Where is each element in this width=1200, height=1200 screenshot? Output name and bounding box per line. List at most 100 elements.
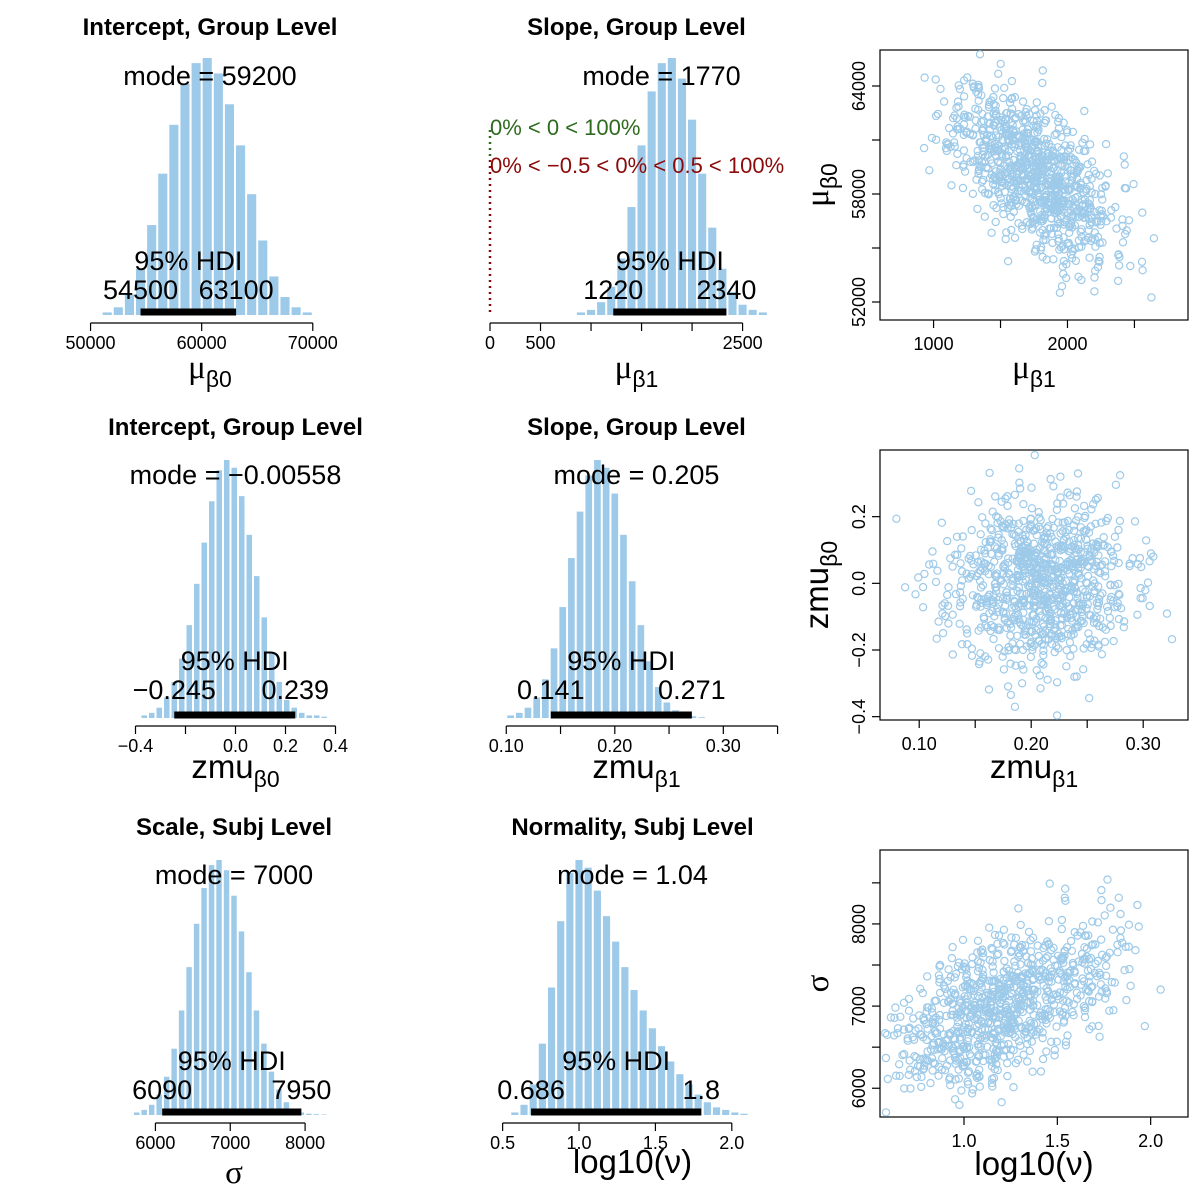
x-tick-label: 8000: [285, 1133, 325, 1153]
scatter-point: [1156, 985, 1165, 994]
scatter-point: [1089, 565, 1099, 574]
scatter-point: [1103, 875, 1112, 884]
scatter-point: [1091, 189, 1100, 199]
scatter-point: [1026, 936, 1035, 945]
scatter-point: [1064, 525, 1073, 535]
scatter-point: [1079, 1002, 1089, 1011]
histogram-bar: [688, 119, 697, 316]
scatter-point: [1009, 207, 1019, 217]
scatter-point: [1042, 593, 1052, 602]
scatter-point: [979, 1050, 988, 1059]
scatter-point: [985, 119, 994, 128]
scatter-point: [1020, 941, 1030, 950]
scatter-point: [1081, 535, 1091, 545]
scatter-point: [998, 652, 1007, 661]
scatter-point: [1059, 564, 1069, 573]
scatter-point: [948, 1044, 957, 1053]
histogram-bar: [630, 990, 638, 1115]
scatter-point: [950, 990, 959, 1000]
histogram-bar: [585, 475, 593, 718]
histogram-bar: [637, 625, 645, 718]
scatter-point: [1009, 1082, 1018, 1092]
scatter-point: [904, 994, 914, 1004]
scatter-point: [1064, 998, 1073, 1007]
scatter-point: [1047, 102, 1056, 111]
scatter-point: [1020, 137, 1029, 147]
scatter-point: [1010, 490, 1020, 499]
scatter-point: [1070, 181, 1079, 190]
scatter-point: [968, 79, 978, 88]
scatter-point: [1013, 1055, 1023, 1065]
scatter-point: [971, 104, 980, 114]
scatter-point: [1007, 104, 1017, 114]
scatter-point: [981, 538, 990, 547]
scatter-point: [1043, 952, 1052, 961]
scatter-point: [977, 595, 986, 604]
scatter-point: [1093, 918, 1103, 927]
x-tick-label: 1.0: [951, 1131, 976, 1151]
histogram-bar: [291, 307, 301, 315]
chart-title: Slope, Group Level: [527, 414, 746, 441]
scatter-point: [929, 559, 938, 569]
scatter-point: [973, 957, 983, 966]
scatter-point: [1110, 581, 1119, 590]
scatter-point: [911, 590, 920, 599]
scatter-point: [1052, 711, 1062, 720]
scatter-point: [1038, 1033, 1047, 1043]
scatter-point: [977, 177, 987, 186]
scatter-point: [989, 1011, 998, 1020]
scatter-point: [1079, 146, 1089, 156]
scatter-point: [962, 1057, 972, 1067]
scatter-point: [1087, 505, 1096, 514]
scatter-point: [1010, 162, 1019, 171]
scatter-point: [1038, 619, 1048, 628]
histogram-bar: [718, 268, 727, 315]
scatter-point: [1074, 243, 1084, 252]
scatter-point: [1028, 1067, 1037, 1076]
mode-label: mode = 7000: [155, 860, 313, 890]
scatter-point: [985, 590, 994, 599]
scatter-point: [1023, 128, 1033, 138]
scatter-point: [1101, 961, 1111, 971]
chart-title: Normality, Subj Level: [511, 814, 753, 841]
scatter-point: [1100, 911, 1109, 920]
scatter-point: [1007, 76, 1017, 86]
scatter-point: [1080, 511, 1090, 521]
scatter-point: [1016, 996, 1025, 1005]
scatter-point: [991, 186, 1000, 195]
scatter-point: [991, 101, 1000, 110]
scatter-point: [890, 1013, 899, 1023]
scatter-point: [1011, 531, 1021, 541]
scatter-point: [1039, 943, 1048, 953]
scatter-point: [976, 530, 985, 539]
scatter-point: [1032, 549, 1041, 558]
histogram-bar: [576, 312, 585, 315]
histogram-bar: [224, 104, 234, 315]
scatter-point: [1136, 562, 1146, 572]
scatter-point: [1002, 593, 1012, 603]
y-tick-label: 58000: [849, 169, 869, 219]
scatter-point: [993, 625, 1003, 635]
scatter-point: [1059, 1016, 1069, 1025]
x-axis-label: μβ1: [1012, 350, 1056, 392]
scatter-point: [1089, 589, 1099, 598]
scatter-point: [1022, 1057, 1032, 1066]
scatter-point: [1018, 571, 1027, 581]
scatter-point: [1080, 106, 1089, 116]
scatter-point: [1060, 893, 1070, 903]
scatter-point: [991, 976, 1000, 985]
histogram-bar: [667, 58, 676, 315]
scatter-point: [960, 959, 969, 968]
scatter-point: [1056, 600, 1065, 610]
scatter-point: [964, 1067, 974, 1076]
scatter-point: [923, 1003, 932, 1012]
scatter-point: [1035, 606, 1044, 616]
scatter-point: [993, 939, 1002, 949]
scatter-point: [992, 1060, 1001, 1069]
scatter-point: [1052, 1022, 1061, 1031]
scatter-point: [1072, 545, 1081, 554]
scatter-point: [1090, 968, 1099, 978]
scatter-point: [1101, 182, 1110, 191]
scatter-point: [1097, 518, 1106, 527]
scatter-point: [1074, 569, 1084, 578]
